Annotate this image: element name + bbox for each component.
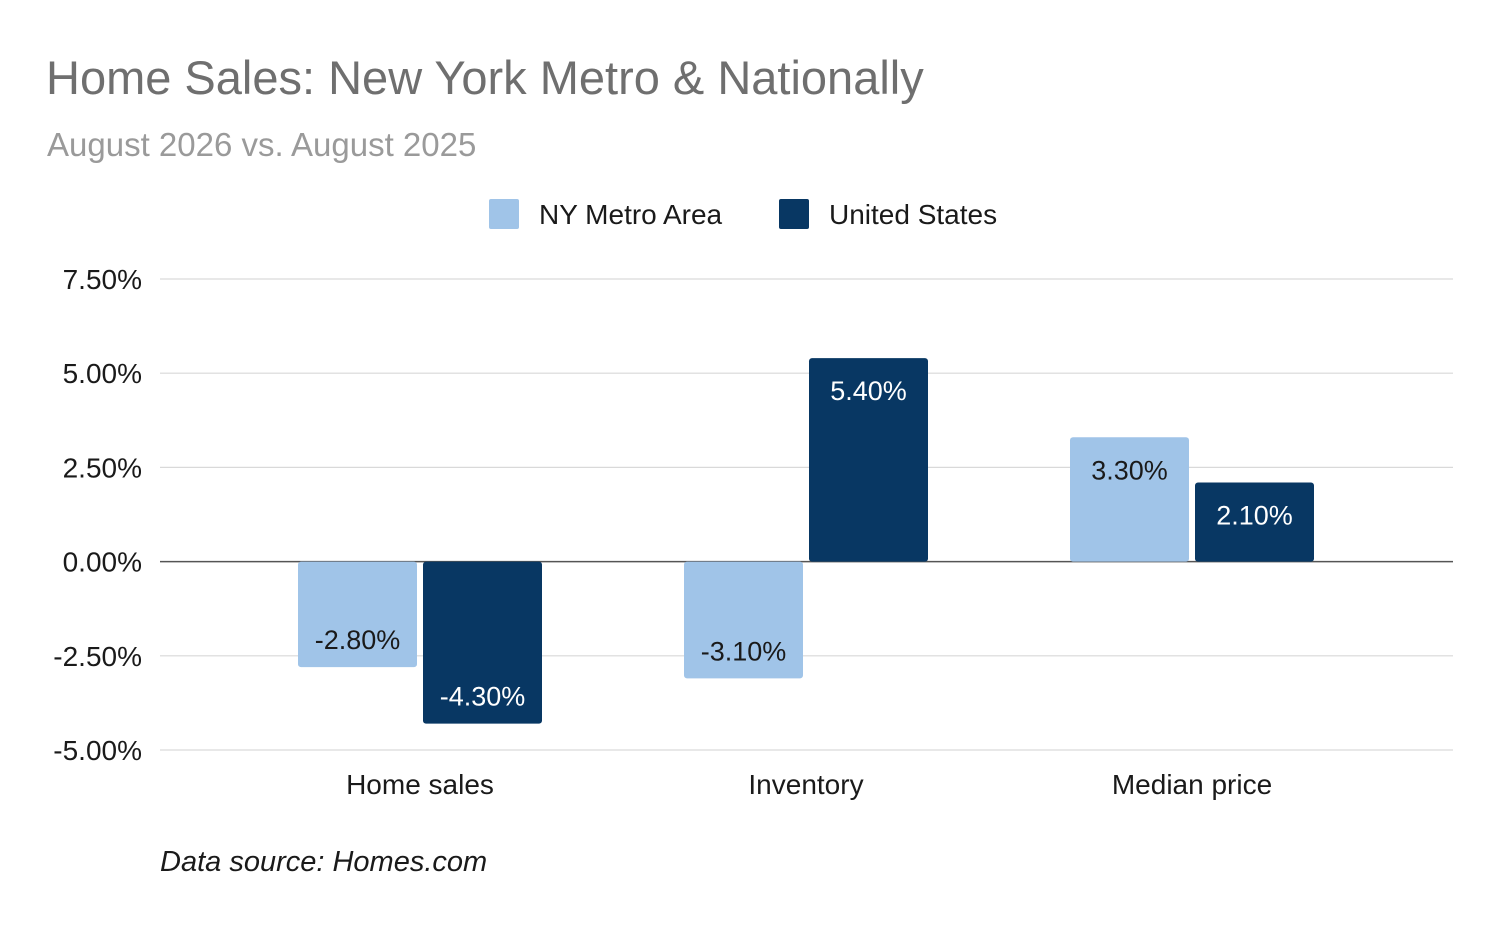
data-label: 5.40% xyxy=(830,376,907,406)
bar xyxy=(684,561,803,679)
data-label: 3.30% xyxy=(1091,455,1168,485)
y-tick-label: 2.50% xyxy=(63,452,142,483)
y-tick-label: 0.00% xyxy=(63,547,142,578)
data-label: 2.10% xyxy=(1216,500,1293,530)
legend-label: United States xyxy=(829,199,997,230)
legend-label: NY Metro Area xyxy=(539,199,723,230)
bar xyxy=(423,561,542,724)
legend-swatch xyxy=(779,199,809,229)
y-tick-label: 7.50% xyxy=(63,264,142,295)
y-tick-label: -5.00% xyxy=(53,735,142,766)
data-source-note: Data source: Homes.com xyxy=(160,846,488,878)
bar xyxy=(298,561,417,668)
legend-swatch xyxy=(489,199,519,229)
data-label: -4.30% xyxy=(440,682,526,712)
bar xyxy=(1195,482,1314,562)
bar xyxy=(1070,437,1189,562)
x-tick-label: Home sales xyxy=(346,769,494,800)
chart-title: Home Sales: New York Metro & Nationally xyxy=(46,51,924,104)
chart-subtitle: August 2026 vs. August 2025 xyxy=(47,126,477,163)
y-tick-label: 5.00% xyxy=(63,358,142,389)
y-tick-label: -2.50% xyxy=(53,641,142,672)
x-tick-label: Median price xyxy=(1112,769,1272,800)
bar xyxy=(809,358,928,562)
data-label: -3.10% xyxy=(701,636,787,666)
x-tick-label: Inventory xyxy=(748,769,863,800)
data-label: -2.80% xyxy=(315,625,401,655)
